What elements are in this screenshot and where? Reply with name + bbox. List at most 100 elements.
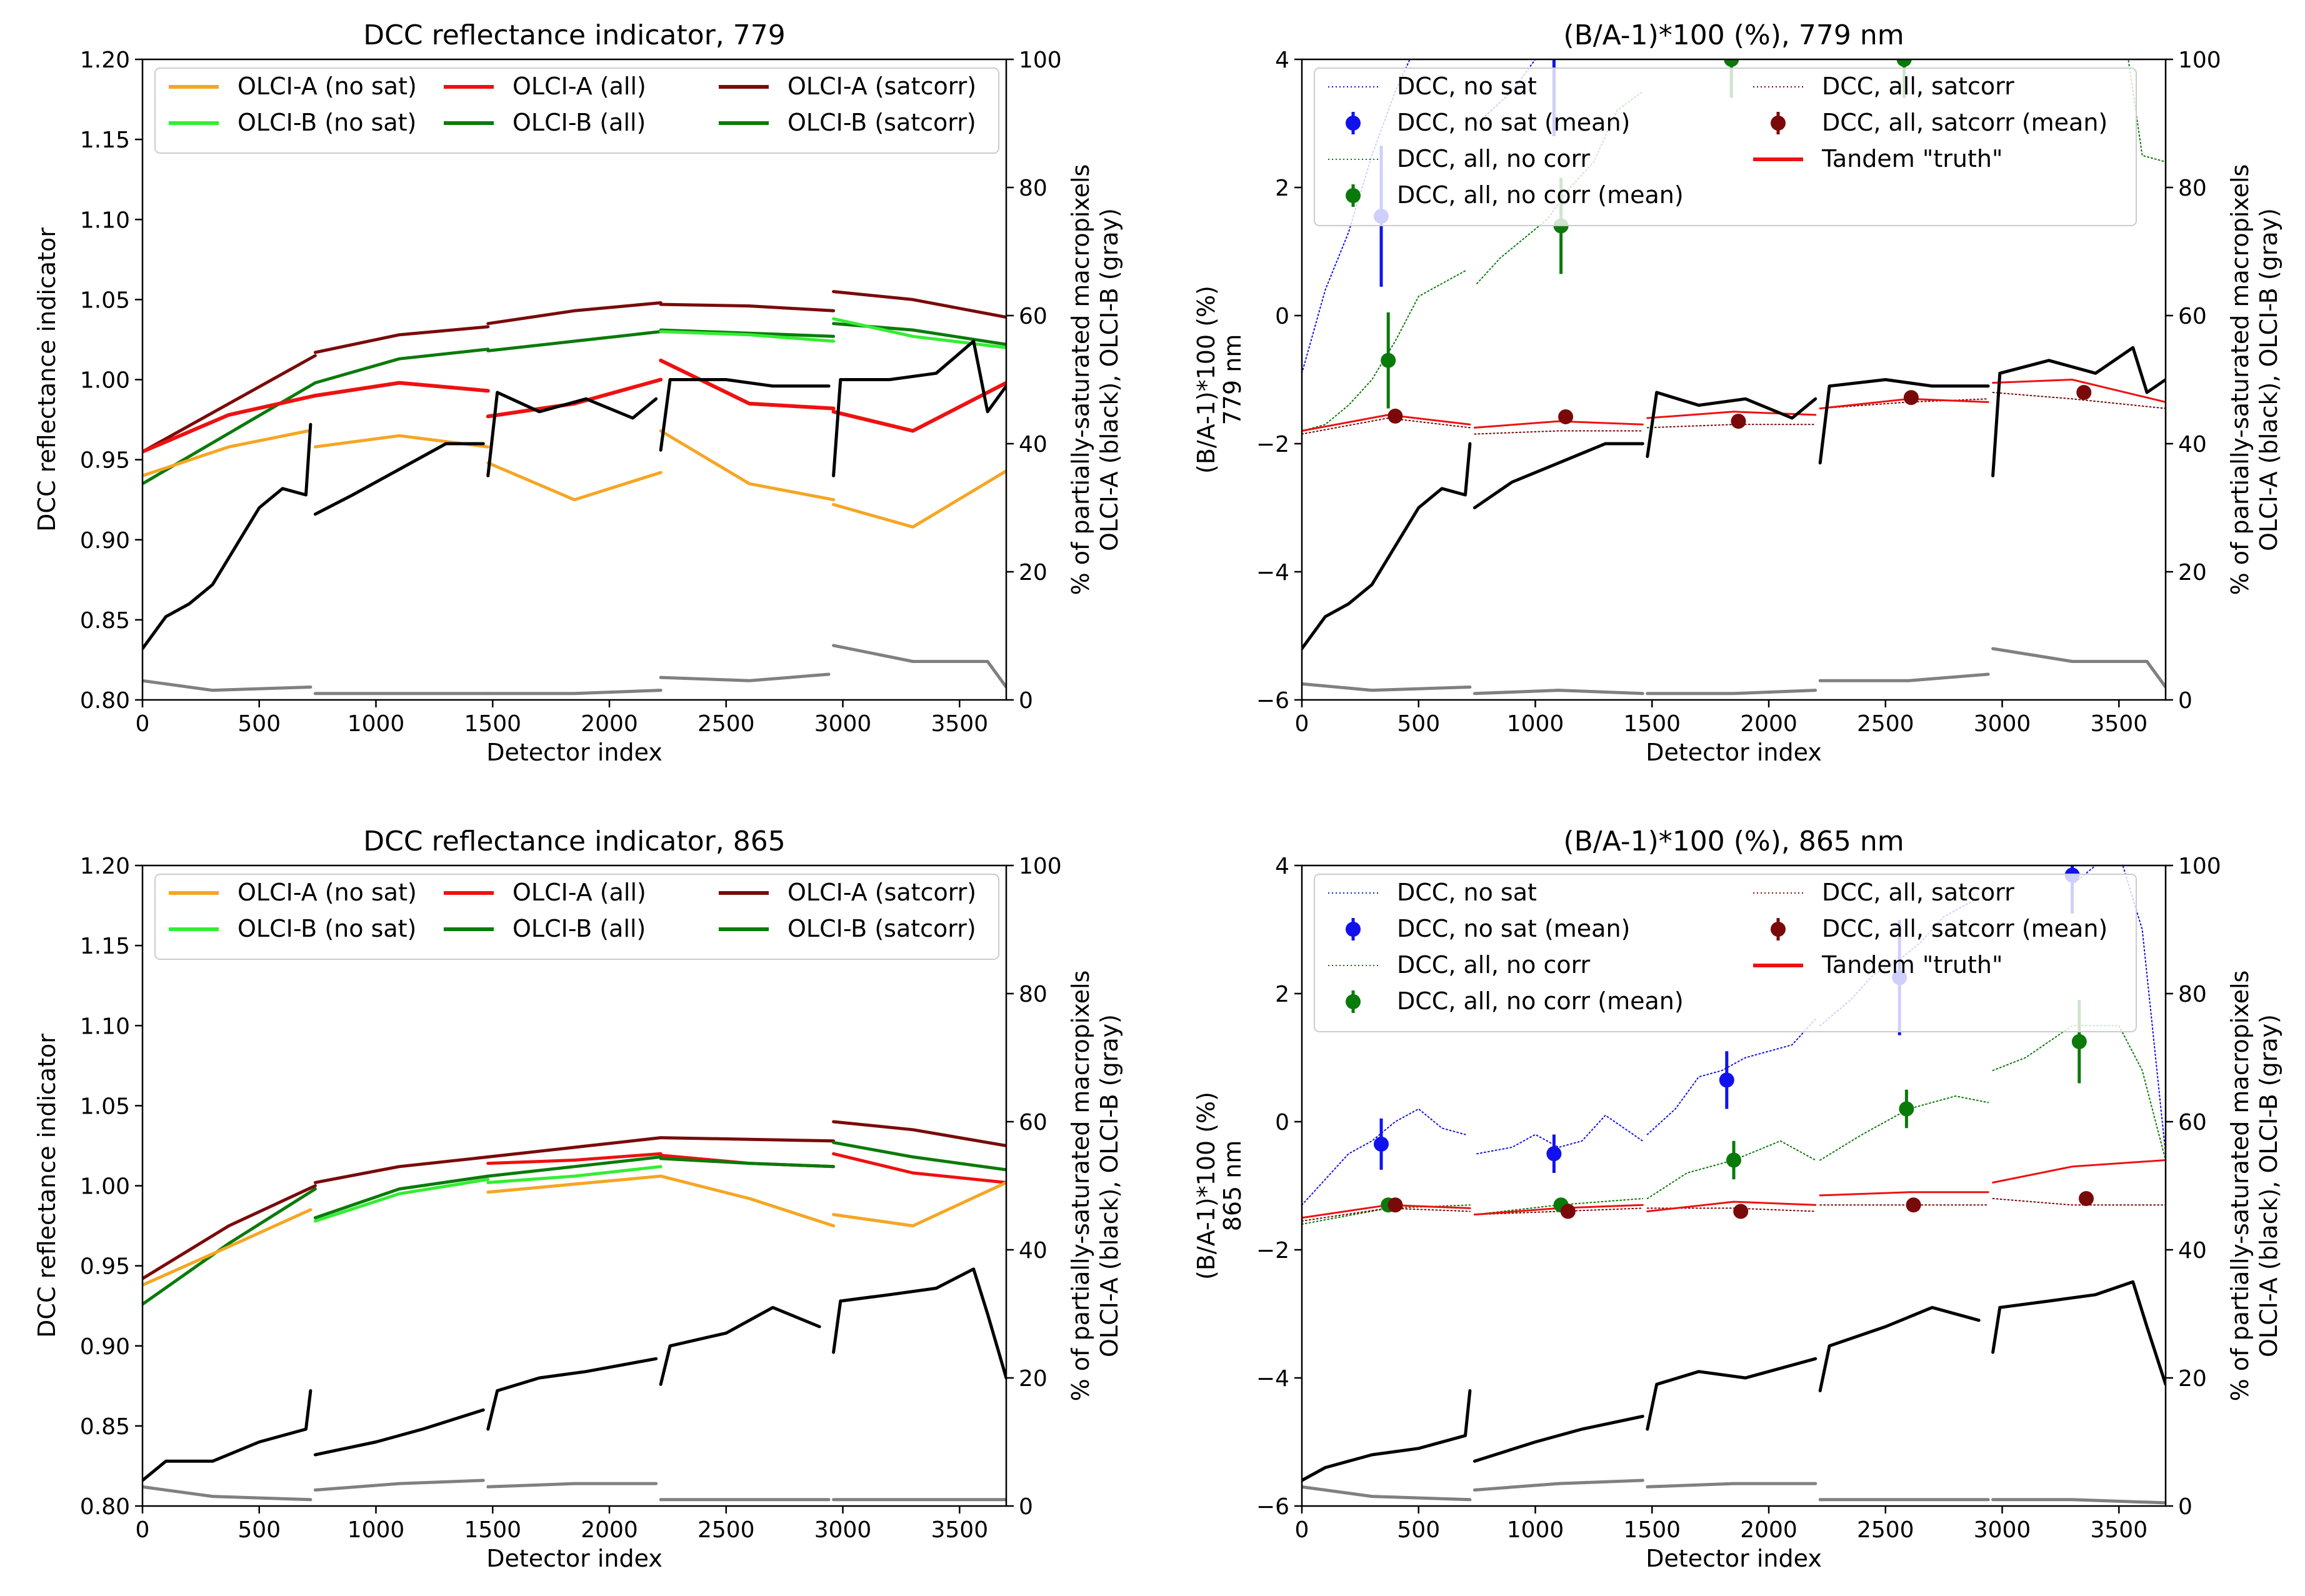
y2-tick-label: 20 [2178,560,2207,586]
y-tick-label: 1.20 [80,47,130,73]
legend-label: OLCI-A (no sat) [238,72,417,100]
series-dcc-no-sat-seg-3 [1646,1019,1816,1135]
series-olci-a-satcorr-seg-1 [142,1184,317,1280]
series-olci-b-all-seg-1 [142,1187,317,1306]
x-tick-label: 500 [238,1517,281,1543]
mean-point [2071,1034,2087,1049]
y-tick-label: 1.05 [80,287,130,313]
mean-point [1546,1146,1562,1162]
series-olci-a-all-seg-1 [486,1152,662,1165]
series--saturated-olci-a-seg-2 [1472,442,1644,509]
y2-tick-label: 80 [2178,176,2207,201]
series-olci-a-all-seg-5 [831,381,1006,433]
chart-title: DCC reflectance indicator, 865 [363,825,785,857]
series--saturated-olci-a-seg-1 [1302,1389,1472,1482]
y2-tick-label: 80 [1019,176,1048,201]
y-tick-label: −4 [1256,1366,1289,1392]
legend: OLCI-A (no sat) OLCI-B (no sat) OLCI-A (al… [154,874,999,960]
x-axis-label: Detector index [486,1545,662,1572]
y-tick-label: −4 [1256,560,1289,586]
series-dcc-all-no-corr-seg-3 [1646,1140,1816,1199]
series--saturated-olci-b-seg-5 [1991,647,2166,689]
y2-axis-label: OLCI-A (black), OLCI-B (gray) [1096,208,1123,551]
series--saturated-olci-a-seg-3 [1646,1357,1818,1431]
series--saturated-olci-a-seg-2 [313,442,485,516]
legend-label: OLCI-A (all) [512,879,646,906]
y-tick-label: 1.15 [80,934,130,959]
series--saturated-olci-b-seg-5 [832,644,1006,689]
x-tick-label: 1500 [1623,1517,1681,1543]
series-olci-a-satcorr-seg-5 [832,290,1006,319]
plot-data [142,1120,1006,1502]
x-tick-label: 3500 [2090,711,2148,737]
legend-box [1314,874,2137,1032]
legend-swatch-marker [1346,922,1361,937]
mean-point [1731,414,1746,429]
series-olci-a-satcorr-seg-4 [659,302,836,312]
series--saturated-olci-b-seg-2 [313,1479,485,1492]
series--saturated-olci-b-seg-4 [1818,672,1990,682]
series--saturated-olci-a-seg-5 [832,339,1006,477]
y-axis-label: DCC reflectance indicator [33,1034,61,1338]
series--saturated-olci-b-seg-1 [142,679,312,692]
mean-point [1381,352,1396,368]
series-dcc-all-no-corr-seg-1 [1302,270,1466,432]
series-olci-a-no-sat-seg-2 [486,1174,662,1194]
y-tick-label: 1.10 [80,1014,130,1039]
mean-point [1558,409,1574,424]
chart-title: (B/A-1)*100 (%), 779 nm [1563,19,1904,51]
x-tick-label: 0 [1295,711,1309,737]
y-tick-label: −2 [1256,1238,1289,1264]
legend: DCC, no sat DCC, no sat (mean) DCC, all, n… [1314,874,2137,1032]
series-olci-b-all-seg-5 [832,1140,1006,1172]
series-dcc-all-satcorr-seg-5 [1992,392,2166,409]
series-olci-a-satcorr-seg-3 [486,301,662,326]
y-tick-label: −6 [1256,1494,1289,1520]
series-tandem-truth-seg-3 [1646,1200,1817,1212]
series--saturated-olci-a-seg-5 [1991,1280,2166,1386]
legend-label: DCC, all, satcorr (mean) [1822,915,2108,942]
series-olci-a-no-sat-seg-3 [486,461,662,502]
y2-axis-label: % of partially-saturated macropixels [1067,164,1094,596]
y-tick-label: 0.90 [80,1334,130,1360]
y-tick-label: 4 [1275,47,1289,73]
series-dcc-no-sat-seg-2 [1476,1114,1644,1155]
x-tick-label: 500 [1397,711,1440,737]
y2-tick-label: 0 [2178,1494,2192,1520]
x-tick-label: 1000 [348,1517,405,1543]
series-dcc-all-satcorr-seg-3 [1646,1207,1816,1212]
x-tick-label: 1500 [464,1517,521,1543]
y2-axis-label: % of partially-saturated macropixels [1067,970,1094,1402]
chart-panel-2: 0 500 1000 1500 2000 2500 3000 3500−6−4−2024020… [1192,19,2282,766]
y2-tick-label: 0 [1019,688,1033,714]
series-olci-a-satcorr-seg-3 [486,1136,662,1159]
x-tick-label: 2000 [581,711,638,737]
legend-label: DCC, all, satcorr [1822,879,2014,906]
y2-tick-label: 20 [1019,560,1048,586]
legend-label: OLCI-B (no sat) [238,109,416,136]
legend-label: DCC, no sat [1397,72,1537,100]
mean-point [1373,1136,1389,1152]
y-axis-label: (B/A-1)*100 (%) [1192,1092,1220,1280]
series-dcc-all-satcorr-seg-4 [1819,398,1989,409]
y-tick-label: 2 [1275,982,1289,1007]
series-olci-a-no-sat-seg-1 [142,429,310,477]
legend-label: Tandem "truth" [1821,951,2002,979]
y-tick-label: 1.00 [80,1174,130,1200]
y-tick-label: 1.05 [80,1094,130,1119]
y2-tick-label: 40 [2178,1238,2207,1264]
legend-swatch-marker [1346,994,1361,1009]
x-tick-label: 3000 [1974,711,2031,737]
mean-point [1903,390,1919,406]
y-axis-label: (B/A-1)*100 (%) [1192,286,1220,474]
series-olci-b-no-sat-seg-2 [486,1165,662,1184]
y2-tick-label: 100 [1019,854,1062,879]
series-olci-b-no-sat-seg-1 [659,330,836,343]
legend-label: DCC, all, satcorr (mean) [1822,109,2108,136]
y-tick-label: 1.10 [80,207,130,233]
legend-label: OLCI-A (all) [512,72,646,100]
series--saturated-olci-a-seg-5 [1991,346,2166,477]
legend-label: OLCI-B (satcorr) [788,109,976,136]
series-olci-a-no-sat-seg-4 [659,429,836,502]
